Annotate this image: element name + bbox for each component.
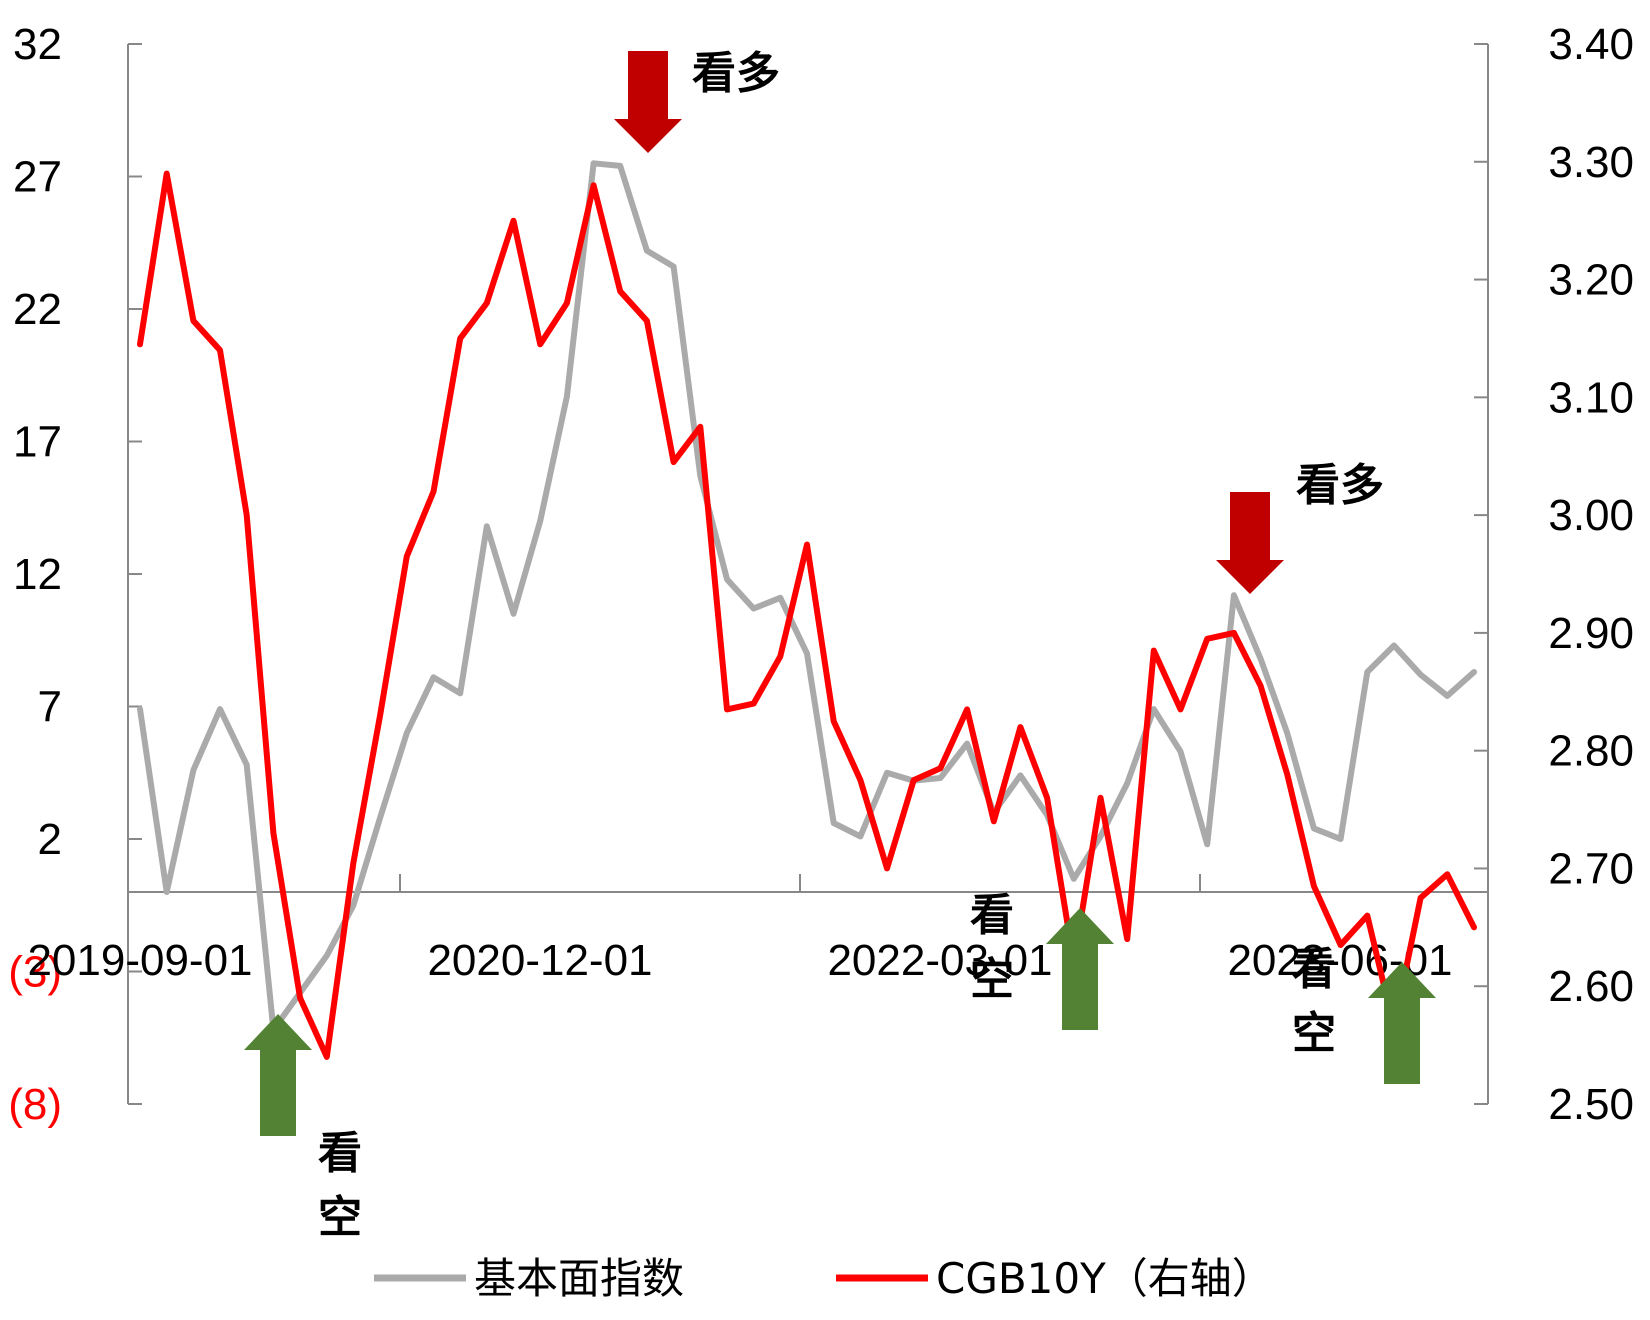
- bearish-label-1: 看: [318, 1128, 362, 1179]
- bullish-arrow-2: [1216, 492, 1284, 594]
- bullish-label-1: 看多: [692, 48, 780, 99]
- arrow-head: [244, 1014, 312, 1050]
- x-tick-label: 2019-09-01: [27, 936, 252, 985]
- x-tick-labels: 2019-09-01 2020-12-01 2022-03-01 2023-06-01: [27, 936, 1452, 985]
- left-tick-label: (8): [8, 1080, 62, 1129]
- bearish-arrow-3: [1368, 962, 1436, 1084]
- arrow-shaft: [1384, 998, 1420, 1084]
- left-tick-label: 17: [13, 418, 62, 467]
- bearish-label-3: 空: [1292, 1008, 1336, 1059]
- arrow-head: [1046, 908, 1114, 944]
- right-tick-label: 3.00: [1548, 491, 1634, 540]
- right-tick-label: 2.50: [1548, 1080, 1634, 1129]
- series-layer: [137, 160, 1477, 1060]
- bearish-label-2: 看: [970, 890, 1014, 941]
- right-tick-label: 2.80: [1548, 727, 1634, 776]
- left-tick-label: 27: [13, 153, 62, 202]
- arrow-head: [614, 119, 682, 153]
- left-tick-label: 12: [13, 550, 62, 599]
- left-tick-label: 32: [13, 20, 62, 69]
- right-tick-label: 3.20: [1548, 256, 1634, 305]
- bearish-label-2: 空: [970, 954, 1014, 1005]
- left-tick-label: 7: [38, 683, 62, 732]
- cgb10y-line: [137, 170, 1477, 1060]
- left-tick-label: 2: [38, 815, 62, 864]
- bullish-label-2: 看多: [1296, 460, 1384, 511]
- arrow-head: [1216, 560, 1284, 594]
- bearish-label-1: 空: [318, 1192, 362, 1243]
- right-tick-label: 3.10: [1548, 373, 1634, 422]
- fundamental-index-line: [137, 160, 1477, 1033]
- bearish-arrow-1: [244, 1014, 312, 1136]
- legend-label-cgb10y: CGB10Y（右轴）: [936, 1254, 1274, 1303]
- axes-layer: 32 27 22 17 12 7 2 (3) (8) 3.40 3.30 3.20 3.10 3.00 2.…: [8, 20, 1634, 1129]
- arrow-shaft: [628, 51, 668, 119]
- right-tick-label: 3.30: [1548, 138, 1634, 187]
- legend-label-fundamental: 基本面指数: [474, 1254, 684, 1303]
- x-tick-label: 2020-12-01: [427, 936, 652, 985]
- left-tick-label: 22: [13, 285, 62, 334]
- bearish-arrow-2: [1046, 908, 1114, 1030]
- x-tick-label: 2022-03-01: [827, 936, 1052, 985]
- arrow-head: [1368, 962, 1436, 998]
- left-tick-label: (3): [8, 948, 62, 997]
- arrow-shaft: [260, 1050, 296, 1136]
- right-tick-label: 2.70: [1548, 844, 1634, 893]
- right-tick-label: 2.90: [1548, 609, 1634, 658]
- bullish-arrow-1: [614, 51, 682, 153]
- arrow-shaft: [1062, 944, 1098, 1030]
- right-tick-label: 2.60: [1548, 962, 1634, 1011]
- right-tick-label: 3.40: [1548, 20, 1634, 69]
- bearish-label-3: 看: [1292, 944, 1336, 995]
- arrow-shaft: [1230, 492, 1270, 560]
- legend: 基本面指数 CGB10Y（右轴）: [374, 1254, 1274, 1303]
